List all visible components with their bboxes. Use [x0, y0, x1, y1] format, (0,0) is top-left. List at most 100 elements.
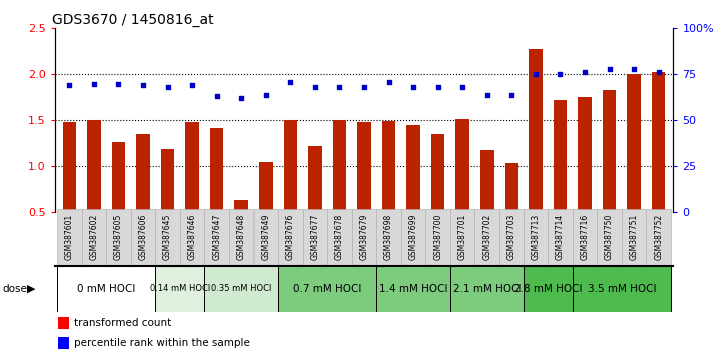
Text: dose: dose: [2, 284, 27, 293]
Text: GSM387750: GSM387750: [605, 213, 614, 260]
Text: GSM387716: GSM387716: [580, 213, 590, 259]
Bar: [523, 209, 548, 266]
Bar: [376, 266, 450, 312]
Text: 1.4 mM HOCl: 1.4 mM HOCl: [379, 284, 448, 293]
Bar: [646, 209, 671, 266]
Bar: [210, 128, 223, 212]
Bar: [622, 209, 646, 266]
Bar: [136, 134, 150, 212]
Bar: [333, 120, 347, 212]
Bar: [597, 209, 622, 266]
Bar: [284, 120, 297, 212]
Bar: [529, 50, 542, 212]
Text: GSM387699: GSM387699: [408, 213, 418, 260]
Bar: [352, 209, 376, 266]
Bar: [475, 209, 499, 266]
Text: GDS3670 / 1450816_at: GDS3670 / 1450816_at: [52, 13, 213, 27]
Text: GSM387648: GSM387648: [237, 213, 246, 259]
Text: GSM387601: GSM387601: [65, 213, 74, 259]
Bar: [578, 97, 592, 212]
Bar: [303, 209, 327, 266]
Bar: [548, 209, 573, 266]
Bar: [499, 209, 523, 266]
Point: [481, 92, 493, 97]
Text: GSM387679: GSM387679: [360, 213, 368, 260]
Bar: [57, 266, 155, 312]
Bar: [58, 337, 69, 349]
Bar: [155, 209, 180, 266]
Bar: [406, 125, 420, 212]
Text: 0.14 mM HOCl: 0.14 mM HOCl: [150, 284, 210, 293]
Point: [555, 72, 566, 77]
Bar: [450, 209, 475, 266]
Point: [604, 66, 615, 72]
Text: GSM387677: GSM387677: [310, 213, 320, 260]
Text: GSM387713: GSM387713: [531, 213, 540, 259]
Bar: [357, 122, 371, 212]
Point: [432, 84, 443, 90]
Point: [186, 82, 198, 88]
Bar: [205, 209, 229, 266]
Bar: [155, 266, 205, 312]
Text: GSM387714: GSM387714: [556, 213, 565, 259]
Point: [162, 84, 173, 90]
Bar: [505, 163, 518, 212]
Text: GSM387649: GSM387649: [261, 213, 270, 260]
Point: [628, 66, 640, 72]
Bar: [111, 142, 125, 212]
Bar: [161, 149, 174, 212]
Bar: [431, 134, 444, 212]
Bar: [327, 209, 352, 266]
Text: GSM387700: GSM387700: [433, 213, 442, 260]
Text: 0 mM HOCl: 0 mM HOCl: [77, 284, 135, 293]
Bar: [87, 120, 100, 212]
Bar: [573, 266, 671, 312]
Bar: [234, 200, 248, 212]
Point: [63, 82, 75, 88]
Bar: [259, 162, 272, 212]
Point: [137, 82, 149, 88]
Bar: [57, 209, 82, 266]
Text: GSM387605: GSM387605: [114, 213, 123, 260]
Text: GSM387645: GSM387645: [163, 213, 172, 260]
Bar: [480, 150, 494, 212]
Text: transformed count: transformed count: [74, 318, 172, 327]
Text: 3.5 mM HOCl: 3.5 mM HOCl: [587, 284, 656, 293]
Bar: [554, 100, 567, 212]
Bar: [523, 266, 573, 312]
Text: GSM387751: GSM387751: [630, 213, 638, 259]
Point: [383, 79, 395, 85]
Text: 2.1 mM HOCl: 2.1 mM HOCl: [453, 284, 521, 293]
Text: GSM387752: GSM387752: [654, 213, 663, 259]
Bar: [131, 209, 155, 266]
Bar: [180, 209, 205, 266]
Text: percentile rank within the sample: percentile rank within the sample: [74, 338, 250, 348]
Bar: [58, 316, 69, 329]
Text: GSM387701: GSM387701: [458, 213, 467, 259]
Bar: [253, 209, 278, 266]
Text: GSM387646: GSM387646: [188, 213, 197, 260]
Point: [309, 84, 321, 90]
Point: [333, 84, 345, 90]
Bar: [381, 121, 395, 212]
Bar: [628, 74, 641, 212]
Point: [211, 93, 223, 99]
Text: GSM387602: GSM387602: [90, 213, 98, 259]
Text: GSM387702: GSM387702: [482, 213, 491, 259]
Text: 0.35 mM HOCl: 0.35 mM HOCl: [211, 284, 272, 293]
Point: [579, 70, 591, 75]
Bar: [308, 146, 322, 212]
Point: [456, 84, 468, 90]
Bar: [401, 209, 425, 266]
Point: [358, 84, 370, 90]
Bar: [63, 122, 76, 212]
Bar: [278, 209, 303, 266]
Bar: [82, 209, 106, 266]
Text: GSM387678: GSM387678: [335, 213, 344, 259]
Point: [113, 81, 124, 86]
Bar: [278, 266, 376, 312]
Bar: [229, 209, 253, 266]
Bar: [205, 266, 278, 312]
Text: GSM387676: GSM387676: [286, 213, 295, 260]
Text: 2.8 mM HOCl: 2.8 mM HOCl: [514, 284, 582, 293]
